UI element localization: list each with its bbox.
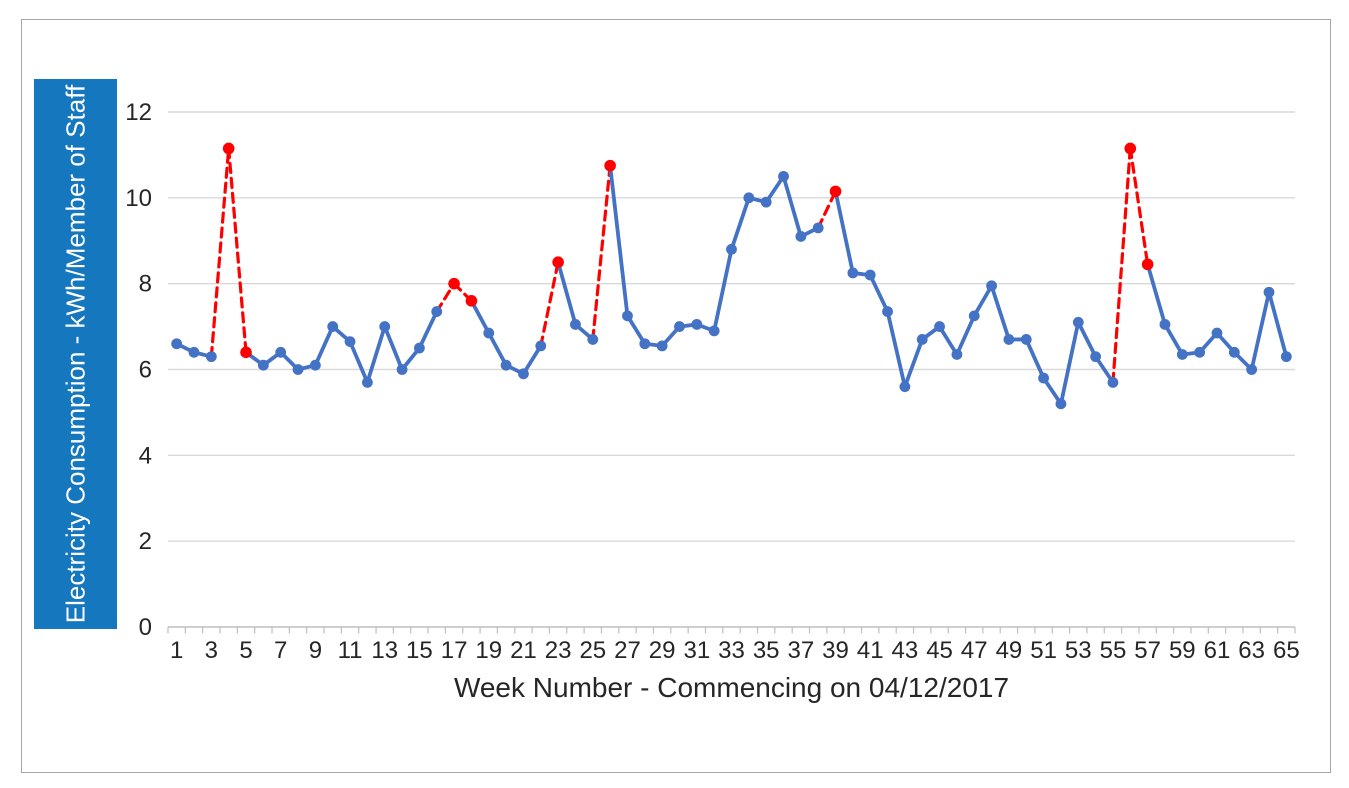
svg-text:57: 57: [1134, 637, 1161, 664]
svg-text:41: 41: [857, 637, 884, 664]
svg-text:37: 37: [788, 637, 815, 664]
svg-text:1: 1: [170, 637, 183, 664]
svg-text:29: 29: [649, 637, 676, 664]
svg-text:27: 27: [614, 637, 641, 664]
svg-text:31: 31: [683, 637, 710, 664]
svg-text:25: 25: [579, 637, 606, 664]
svg-text:2: 2: [139, 528, 152, 555]
svg-text:49: 49: [996, 637, 1023, 664]
x-axis: [167, 626, 1296, 634]
gridlines: [168, 111, 1295, 542]
anomaly-marker: [1124, 142, 1137, 155]
svg-text:45: 45: [926, 637, 953, 664]
data-line-segments: [174, 146, 1289, 406]
svg-text:10: 10: [125, 185, 152, 212]
svg-text:65: 65: [1273, 637, 1300, 664]
data-point-markers: [171, 142, 1292, 410]
chart-frame: Electricity Consumption - kWh/Member of …: [21, 19, 1331, 773]
svg-text:15: 15: [406, 637, 433, 664]
svg-text:17: 17: [441, 637, 468, 664]
anomaly-marker: [448, 277, 460, 290]
svg-text:21: 21: [510, 637, 537, 664]
svg-text:6: 6: [139, 357, 152, 384]
anomaly-marker: [829, 185, 842, 198]
svg-text:5: 5: [239, 637, 252, 664]
svg-text:51: 51: [1030, 637, 1057, 664]
anomaly-marker: [604, 159, 616, 172]
svg-text:23: 23: [545, 637, 572, 664]
svg-text:35: 35: [753, 637, 780, 664]
svg-text:8: 8: [139, 271, 152, 298]
x-axis-title: Week Number - Commencing on 04/12/2017: [453, 672, 1010, 703]
svg-text:9: 9: [309, 637, 322, 664]
svg-text:11: 11: [338, 637, 363, 664]
svg-text:0: 0: [139, 614, 152, 641]
svg-text:7: 7: [274, 637, 287, 664]
svg-text:59: 59: [1169, 637, 1196, 664]
svg-text:13: 13: [371, 637, 398, 664]
svg-text:61: 61: [1204, 637, 1231, 664]
anomaly-marker: [240, 346, 252, 359]
svg-text:47: 47: [961, 637, 988, 664]
svg-text:33: 33: [718, 637, 745, 664]
anomaly-marker: [1141, 258, 1154, 271]
y-axis-title-box: Electricity Consumption - kWh/Member of …: [34, 79, 117, 629]
svg-text:12: 12: [125, 99, 152, 126]
anomaly-marker: [465, 295, 478, 307]
svg-text:19: 19: [475, 637, 502, 664]
y-tick-labels: 0 2 4 6 8 10 12: [125, 99, 152, 641]
svg-text:4: 4: [139, 442, 152, 469]
svg-text:55: 55: [1100, 637, 1127, 664]
svg-text:3: 3: [205, 637, 218, 664]
anomaly-marker: [222, 142, 235, 155]
anomaly-marker: [552, 256, 564, 269]
svg-text:53: 53: [1065, 637, 1092, 664]
svg-text:63: 63: [1238, 637, 1265, 664]
svg-text:43: 43: [892, 637, 919, 664]
x-tick-labels: 1 3 5 7 9 11 13 15 17 19 21 23 25 27 29 31 33 35 37 39 41 43 4…: [170, 637, 1300, 664]
svg-text:39: 39: [822, 637, 849, 664]
